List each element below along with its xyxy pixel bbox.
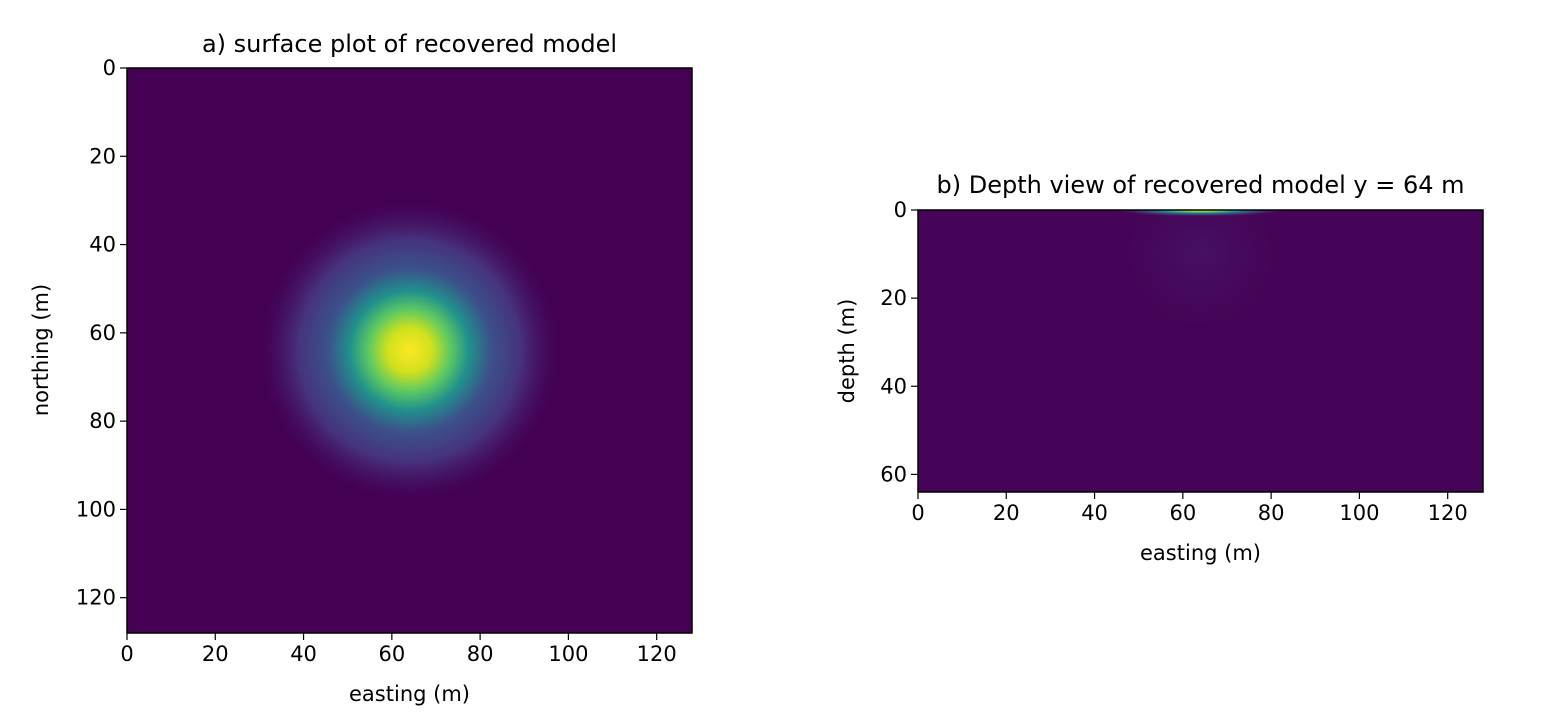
panel-a: a) surface plot of recovered model 0 20 40…: [29, 30, 693, 706]
panel-a-x-tick-label: 120: [637, 642, 677, 666]
panel-b-halo: [1121, 210, 1280, 334]
panel-b-x-tick-label: 80: [1258, 501, 1285, 525]
panel-b-x-label: easting (m): [1140, 541, 1261, 565]
panel-b-x-ticks: 0 20 40 60 80 100 120: [911, 492, 1468, 525]
panel-a-y-tick-label: 0: [103, 56, 116, 80]
panel-b-y-tick-label: 40: [880, 374, 907, 398]
panel-a-x-tick-label: 20: [202, 642, 229, 666]
panel-b-x-tick-label: 60: [1169, 501, 1196, 525]
panel-a-y-tick-label: 100: [76, 497, 116, 521]
panel-a-title: a) surface plot of recovered model: [202, 30, 617, 58]
panel-b-x-tick-label: 20: [993, 501, 1020, 525]
panel-a-frame: [126, 67, 693, 634]
panel-a-x-tick-label: 0: [120, 642, 133, 666]
panel-a-y-tick-label: 80: [89, 409, 116, 433]
panel-a-y-tick-label: 20: [89, 144, 116, 168]
panel-b-y-tick-label: 20: [880, 286, 907, 310]
panel-a-x-tick-label: 80: [467, 642, 494, 666]
panel-a-y-ticks: 0 20 40 60 80 100 120: [76, 56, 127, 610]
panel-a-x-tick-label: 100: [548, 642, 588, 666]
panel-a-y-label: northing (m): [29, 284, 53, 416]
panel-b: b) Depth view of recovered model y = 64 …: [835, 171, 1484, 565]
panel-b-y-tick-label: 0: [894, 198, 907, 222]
panel-a-y-tick-label: 60: [89, 321, 116, 345]
panel-a-x-tick-label: 60: [378, 642, 405, 666]
panel-b-y-tick-label: 60: [880, 462, 907, 486]
panel-b-x-tick-label: 0: [911, 501, 924, 525]
panel-b-y-label: depth (m): [835, 299, 859, 404]
panel-a-y-tick-label: 40: [89, 233, 116, 257]
panel-b-frame: [917, 209, 1484, 493]
panel-b-x-tick-label: 40: [1081, 501, 1108, 525]
panel-a-x-ticks: 0 20 40 60 80 100 120: [120, 633, 677, 666]
panel-b-title: b) Depth view of recovered model y = 64 …: [936, 171, 1464, 199]
panel-b-x-tick-label: 100: [1339, 501, 1379, 525]
panel-a-anomaly: [224, 165, 595, 536]
panel-a-y-tick-label: 120: [76, 586, 116, 610]
panel-a-x-tick-label: 40: [290, 642, 317, 666]
panel-a-x-label: easting (m): [349, 682, 470, 706]
panel-b-y-ticks: 0 20 40 60: [880, 198, 918, 486]
panel-b-anomaly: [1108, 210, 1293, 217]
panel-b-x-tick-label: 120: [1428, 501, 1468, 525]
